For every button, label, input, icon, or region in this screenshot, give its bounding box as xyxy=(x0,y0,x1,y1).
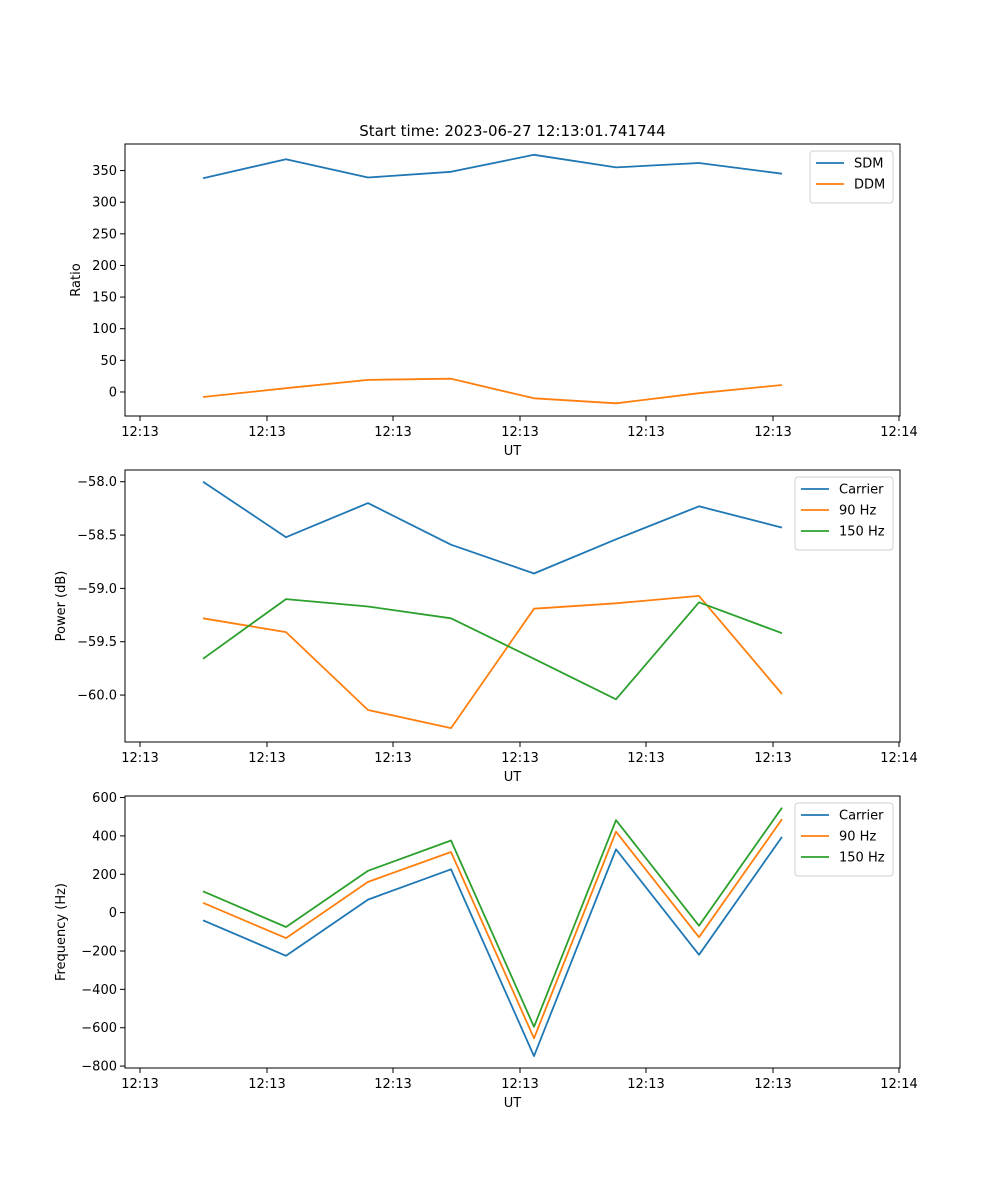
x-axis-label: UT xyxy=(504,1096,522,1111)
legend-label: 150 Hz xyxy=(839,525,885,540)
y-tick-label: −200 xyxy=(81,944,117,959)
x-tick-label: 12:13 xyxy=(754,1077,791,1092)
y-tick-label: 0 xyxy=(109,385,117,400)
series-line-90-hz xyxy=(202,595,783,729)
y-tick-label: 150 xyxy=(92,291,117,306)
series-line-carrier xyxy=(202,836,783,1057)
legend-label: Carrier xyxy=(839,809,884,824)
x-tick-label: 12:13 xyxy=(248,1077,285,1092)
x-tick-label: 12:13 xyxy=(627,425,664,440)
y-tick-label: 400 xyxy=(92,829,117,844)
chart-title: Start time: 2023-06-27 12:13:01.741744 xyxy=(359,122,665,140)
x-tick-label: 12:13 xyxy=(121,1077,158,1092)
plot-frame xyxy=(124,469,901,743)
legend-label: 90 Hz xyxy=(839,504,876,519)
x-tick-label: 12:13 xyxy=(248,751,285,766)
x-tick-label: 12:13 xyxy=(627,751,664,766)
y-tick-label: −58.5 xyxy=(77,529,117,544)
chart-panel-2: 12:13 12:13 12:13 12:13 12:13 12:13 12:14 −60.0… xyxy=(54,469,918,785)
series-line-150-hz xyxy=(202,807,783,1028)
y-tick-label: −400 xyxy=(81,983,117,998)
series-line-ddm xyxy=(202,377,783,405)
y-tick-label: −600 xyxy=(81,1021,117,1036)
legend-label: 150 Hz xyxy=(839,851,885,866)
y-axis-label: Ratio xyxy=(69,263,84,296)
series-line-carrier xyxy=(202,480,783,575)
legend: Carrier 90 Hz 150 Hz xyxy=(794,802,894,877)
y-tick-label: −60.0 xyxy=(77,689,117,704)
x-tick-label: 12:13 xyxy=(374,751,411,766)
x-tick-label: 12:14 xyxy=(880,425,917,440)
y-tick-label: 0 xyxy=(109,906,117,921)
x-tick-label: 12:13 xyxy=(754,425,791,440)
y-tick-label: 250 xyxy=(92,227,117,242)
x-axis-label: UT xyxy=(504,770,522,785)
series-line-90-hz xyxy=(202,818,783,1040)
x-axis-label: UT xyxy=(504,444,522,459)
y-tick-label: 200 xyxy=(92,259,117,274)
legend-box xyxy=(809,150,894,204)
y-tick-label: −800 xyxy=(81,1060,117,1075)
plot-frame xyxy=(124,795,901,1069)
series-line-150-hz xyxy=(202,598,783,701)
y-tick-label: 300 xyxy=(92,196,117,211)
legend: Carrier 90 Hz 150 Hz xyxy=(794,476,894,551)
legend-label: SDM xyxy=(854,157,883,172)
plot-frame xyxy=(124,143,901,417)
x-tick-label: 12:13 xyxy=(754,751,791,766)
chart-panel-1: Start time: 2023-06-27 12:13:01.741744 12… xyxy=(69,122,918,459)
y-tick-label: −58.0 xyxy=(77,475,117,490)
x-tick-label: 12:13 xyxy=(627,1077,664,1092)
x-tick-label: 12:13 xyxy=(248,425,285,440)
x-tick-label: 12:13 xyxy=(121,751,158,766)
y-tick-label: 200 xyxy=(92,868,117,883)
x-tick-label: 12:14 xyxy=(880,1077,917,1092)
x-tick-label: 12:13 xyxy=(121,425,158,440)
legend-label: Carrier xyxy=(839,483,884,498)
y-axis-label: Frequency (Hz) xyxy=(54,883,69,981)
y-tick-label: 600 xyxy=(92,791,117,806)
x-tick-label: 12:13 xyxy=(501,751,538,766)
y-tick-label: 100 xyxy=(92,322,117,337)
y-tick-label: 350 xyxy=(92,164,117,179)
y-tick-label: −59.5 xyxy=(77,635,117,650)
legend-label: DDM xyxy=(854,178,885,193)
x-tick-label: 12:14 xyxy=(880,751,917,766)
chart-panel-3: 12:13 12:13 12:13 12:13 12:13 12:13 12:14 −800 −… xyxy=(54,791,918,1111)
y-tick-label: −59.0 xyxy=(77,582,117,597)
legend-label: 90 Hz xyxy=(839,830,876,845)
x-tick-label: 12:13 xyxy=(374,1077,411,1092)
x-tick-label: 12:13 xyxy=(501,425,538,440)
x-tick-label: 12:13 xyxy=(374,425,411,440)
series-line-sdm xyxy=(202,153,783,180)
x-tick-label: 12:13 xyxy=(501,1077,538,1092)
y-tick-label: 50 xyxy=(100,354,117,369)
y-axis-label: Power (dB) xyxy=(54,571,69,642)
legend: SDM DDM xyxy=(809,150,894,204)
